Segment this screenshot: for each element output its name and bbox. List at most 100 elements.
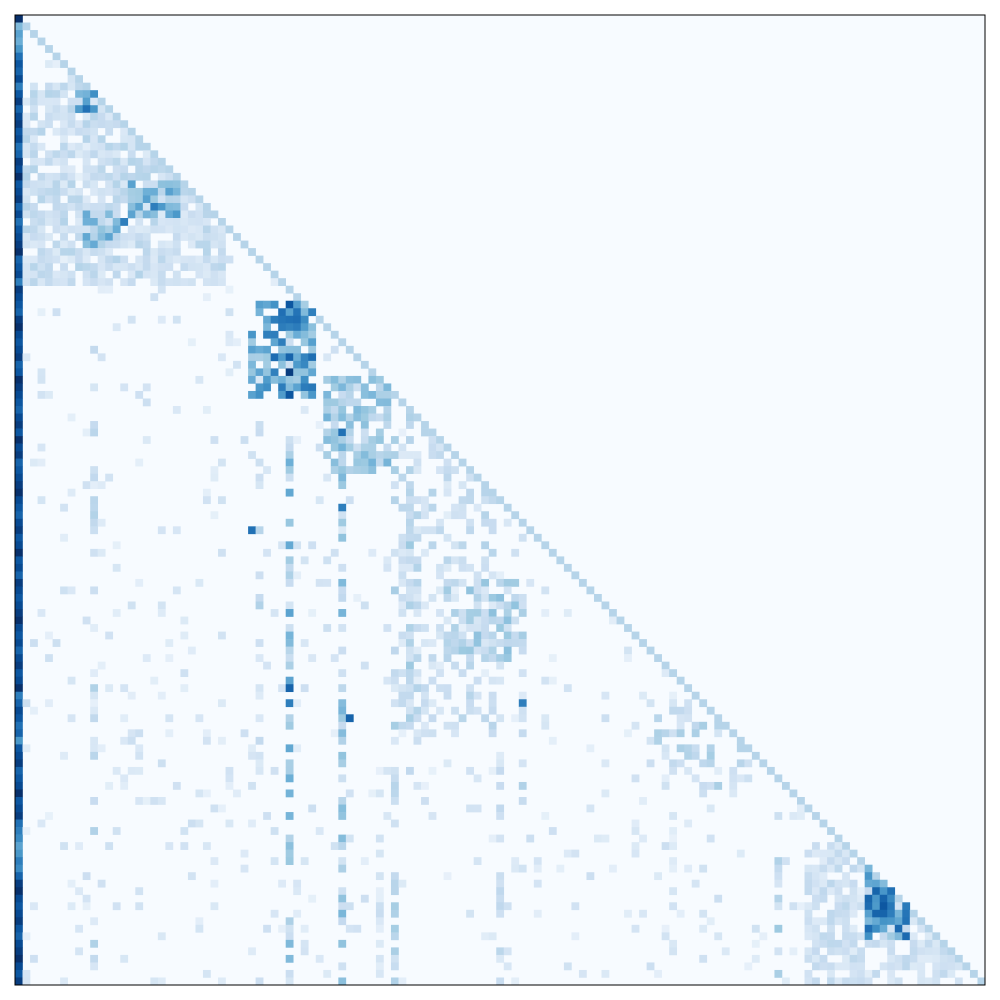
heatmap-cell [37, 195, 46, 204]
heatmap-cell [669, 947, 678, 956]
heatmap-cell [15, 240, 23, 249]
heatmap-cell [157, 210, 166, 219]
heatmap-cell [443, 466, 452, 474]
heatmap-cell [353, 466, 362, 474]
heatmap-cell [338, 436, 347, 444]
heatmap-cell [804, 947, 813, 956]
heatmap-cell [285, 842, 294, 850]
heatmap-cell [383, 390, 392, 399]
heatmap-cell [390, 586, 399, 595]
heatmap-cell [315, 443, 324, 452]
heatmap-cell [774, 894, 783, 903]
heatmap-cell [172, 781, 181, 790]
heatmap-cell [75, 233, 83, 241]
heatmap-cell [82, 218, 91, 226]
heatmap-cell [390, 736, 399, 745]
heatmap-cell [812, 872, 820, 881]
heatmap-cell [37, 263, 46, 271]
heatmap-cell [669, 691, 678, 700]
heatmap-cell [842, 894, 850, 903]
heatmap-cell [180, 842, 189, 850]
heatmap-cell [15, 699, 23, 708]
heatmap-cell [849, 894, 858, 903]
heatmap-cell [82, 112, 91, 121]
heatmap-cell [338, 563, 347, 572]
heatmap-cell [872, 879, 881, 888]
heatmap-cell [165, 210, 174, 219]
heatmap-cell [345, 428, 354, 437]
heatmap-cell [646, 699, 655, 708]
heatmap-cell [406, 413, 414, 422]
heatmap-cell [473, 639, 482, 647]
heatmap-cell [90, 797, 99, 805]
heatmap-cell [466, 526, 474, 535]
heatmap-cell [127, 195, 136, 204]
heatmap-cell [225, 368, 234, 377]
heatmap-cell [15, 548, 23, 557]
heatmap-cell [849, 977, 858, 986]
heatmap-cell [518, 706, 527, 715]
heatmap-cell [496, 902, 505, 911]
heatmap-cell [879, 894, 888, 903]
heatmap-cell [496, 887, 505, 896]
heatmap-cell [60, 202, 68, 211]
heatmap-cell [338, 593, 347, 602]
heatmap-cell [60, 233, 68, 241]
heatmap-cell [37, 255, 46, 264]
heatmap-cell [180, 255, 189, 264]
heatmap-cell [22, 969, 31, 978]
heatmap-cell [338, 797, 347, 805]
heatmap-cell [172, 255, 181, 264]
heatmap-cell [285, 721, 294, 730]
heatmap-cell [390, 947, 399, 956]
heatmap-cell [45, 263, 53, 271]
heatmap-cell [368, 436, 377, 444]
heatmap-cell [135, 240, 144, 249]
heatmap-cell [676, 759, 685, 768]
heatmap-cell [82, 225, 91, 234]
heatmap-cell [323, 413, 332, 422]
heatmap-cell [353, 398, 362, 407]
heatmap-cell [338, 894, 347, 903]
heatmap-cell [857, 857, 865, 865]
heatmap-cell [812, 812, 820, 820]
heatmap-cell [165, 240, 174, 249]
heatmap-cell [195, 210, 204, 219]
heatmap-cell [466, 639, 474, 647]
heatmap-cell [30, 210, 38, 219]
heatmap-cell [827, 977, 835, 986]
heatmap-cell [458, 646, 467, 655]
heatmap-cell [428, 714, 437, 723]
heatmap-cell [488, 721, 497, 730]
heatmap-cell [458, 616, 467, 625]
heatmap-cell [187, 338, 196, 347]
heatmap-cell [909, 909, 918, 918]
heatmap-cell [451, 639, 459, 647]
heatmap-cell [338, 887, 347, 896]
heatmap-cell [375, 428, 384, 437]
heatmap-cell [15, 969, 23, 978]
heatmap-cell [458, 624, 467, 632]
heatmap-cell [706, 759, 715, 768]
heatmap-cell [481, 563, 490, 572]
heatmap-cell [112, 180, 121, 189]
heatmap-cell [195, 240, 204, 249]
heatmap-cell [127, 172, 136, 181]
heatmap-cell [15, 842, 23, 850]
heatmap-cell [120, 240, 129, 249]
heatmap-cell [518, 646, 527, 655]
heatmap-cell [285, 624, 294, 632]
heatmap-cell [451, 729, 459, 738]
heatmap-cell [187, 210, 196, 219]
heatmap-cell [932, 947, 941, 956]
heatmap-cell [684, 684, 693, 693]
heatmap-cell [804, 872, 813, 881]
heatmap-cell [52, 127, 61, 136]
heatmap-cell [383, 458, 392, 467]
heatmap-cell [473, 774, 482, 783]
heatmap-cell [52, 82, 61, 91]
heatmap-cell [518, 601, 527, 610]
heatmap-cell [706, 751, 715, 760]
heatmap-cell [669, 759, 678, 768]
heatmap-cell [609, 616, 617, 625]
